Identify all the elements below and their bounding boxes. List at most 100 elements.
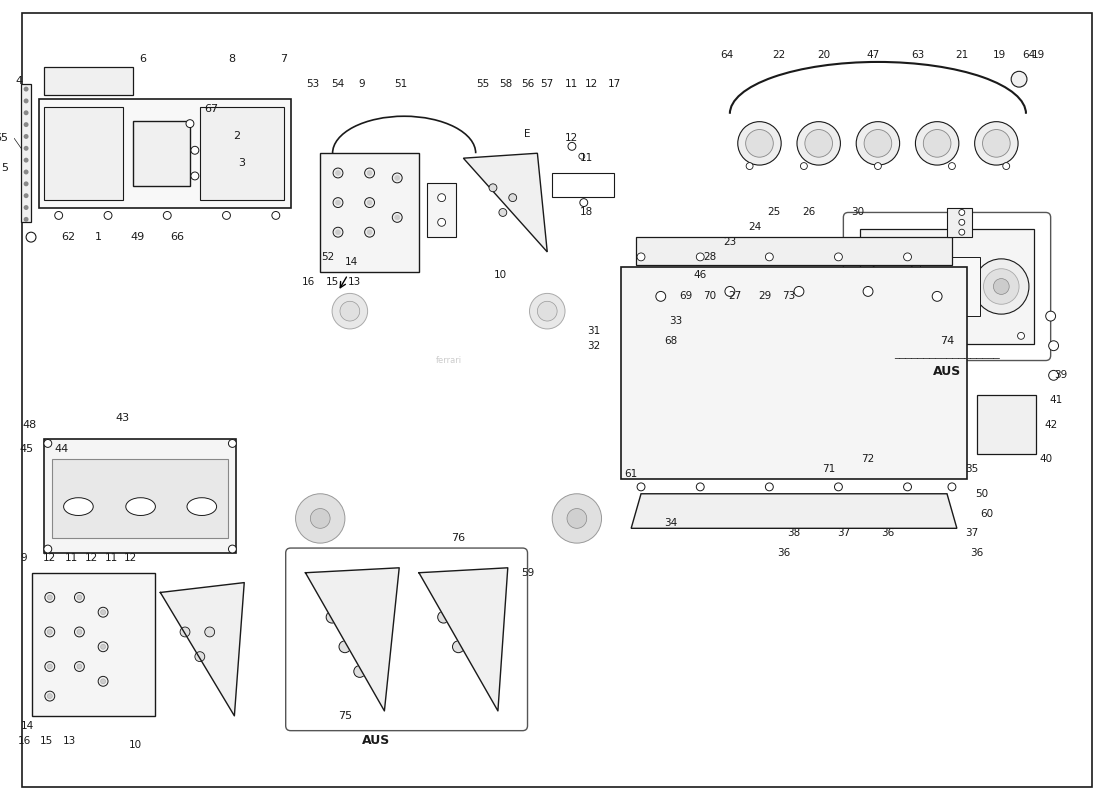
- Circle shape: [948, 483, 956, 491]
- Bar: [32, 573, 155, 716]
- Circle shape: [100, 644, 106, 650]
- Circle shape: [923, 130, 952, 157]
- Text: 55: 55: [476, 79, 490, 89]
- Polygon shape: [306, 568, 399, 711]
- Circle shape: [983, 269, 1019, 304]
- Circle shape: [23, 110, 29, 115]
- Circle shape: [365, 227, 374, 237]
- Circle shape: [529, 294, 565, 329]
- Bar: [52, 459, 229, 538]
- Circle shape: [45, 627, 55, 637]
- Circle shape: [915, 122, 959, 165]
- Circle shape: [332, 294, 367, 329]
- Text: 76: 76: [451, 533, 465, 543]
- Text: 66: 66: [170, 232, 184, 242]
- Bar: [44, 439, 236, 553]
- Text: 63: 63: [911, 50, 924, 59]
- Text: 69: 69: [679, 291, 692, 302]
- Bar: [636, 237, 952, 265]
- Circle shape: [959, 219, 965, 226]
- Circle shape: [47, 630, 53, 634]
- Text: 57: 57: [540, 79, 554, 89]
- Text: 61: 61: [625, 469, 638, 479]
- Circle shape: [944, 338, 950, 344]
- Bar: [44, 107, 123, 200]
- Circle shape: [367, 200, 372, 205]
- Text: 44: 44: [55, 444, 69, 454]
- Circle shape: [23, 122, 29, 127]
- Circle shape: [982, 130, 1010, 157]
- Text: 51: 51: [395, 79, 408, 89]
- Circle shape: [637, 483, 645, 491]
- Circle shape: [45, 593, 55, 602]
- Circle shape: [864, 286, 873, 296]
- Circle shape: [98, 642, 108, 652]
- Circle shape: [490, 184, 497, 192]
- Circle shape: [75, 662, 85, 671]
- Text: 36: 36: [970, 548, 983, 558]
- Circle shape: [44, 545, 52, 553]
- Circle shape: [336, 170, 341, 175]
- Circle shape: [461, 611, 472, 623]
- Text: 56: 56: [521, 79, 535, 89]
- Bar: [200, 107, 284, 200]
- Bar: [320, 154, 419, 272]
- Text: 19: 19: [1032, 50, 1045, 59]
- Text: eurospares: eurospares: [222, 492, 399, 565]
- Circle shape: [948, 162, 956, 170]
- Ellipse shape: [125, 498, 155, 515]
- Text: 31: 31: [587, 326, 601, 336]
- Text: 54: 54: [331, 79, 344, 89]
- Text: 74: 74: [939, 336, 954, 346]
- Text: 68: 68: [664, 336, 678, 346]
- Text: 67: 67: [205, 104, 219, 114]
- Circle shape: [903, 253, 912, 261]
- Text: E: E: [525, 129, 531, 138]
- Circle shape: [766, 483, 773, 491]
- Circle shape: [835, 483, 843, 491]
- Circle shape: [395, 175, 399, 180]
- Circle shape: [26, 232, 36, 242]
- Circle shape: [993, 278, 1009, 294]
- Circle shape: [959, 210, 965, 215]
- Text: 3: 3: [238, 158, 245, 168]
- Text: 64: 64: [720, 50, 734, 59]
- Circle shape: [23, 194, 29, 198]
- Circle shape: [180, 627, 190, 637]
- Circle shape: [336, 200, 341, 205]
- Circle shape: [23, 158, 29, 162]
- Text: 65: 65: [0, 134, 9, 143]
- Circle shape: [884, 278, 901, 294]
- Circle shape: [874, 162, 881, 170]
- Circle shape: [438, 611, 450, 623]
- Circle shape: [1048, 370, 1058, 380]
- Text: 29: 29: [758, 291, 771, 302]
- Text: 42: 42: [1044, 420, 1057, 430]
- Text: 1: 1: [95, 232, 101, 242]
- Circle shape: [656, 291, 666, 302]
- Text: 10: 10: [494, 270, 507, 280]
- Text: 26: 26: [802, 207, 815, 218]
- Text: 15: 15: [326, 277, 339, 286]
- Text: 70: 70: [704, 291, 717, 302]
- Text: 39: 39: [1054, 370, 1067, 380]
- Circle shape: [637, 253, 645, 261]
- Text: 36: 36: [881, 528, 894, 538]
- Bar: [947, 207, 971, 237]
- Bar: [977, 395, 1036, 454]
- Circle shape: [865, 332, 871, 339]
- Text: 11: 11: [104, 553, 118, 563]
- Circle shape: [45, 691, 55, 701]
- Text: ──────────────────: ──────────────────: [894, 354, 1000, 363]
- Circle shape: [339, 641, 351, 653]
- Text: 33: 33: [669, 316, 682, 326]
- Ellipse shape: [268, 369, 297, 382]
- Circle shape: [746, 162, 754, 170]
- Polygon shape: [384, 262, 513, 326]
- Circle shape: [23, 146, 29, 150]
- Circle shape: [393, 213, 403, 222]
- Text: 12: 12: [585, 79, 598, 89]
- Circle shape: [98, 607, 108, 617]
- Text: 71: 71: [822, 464, 835, 474]
- Circle shape: [766, 253, 773, 261]
